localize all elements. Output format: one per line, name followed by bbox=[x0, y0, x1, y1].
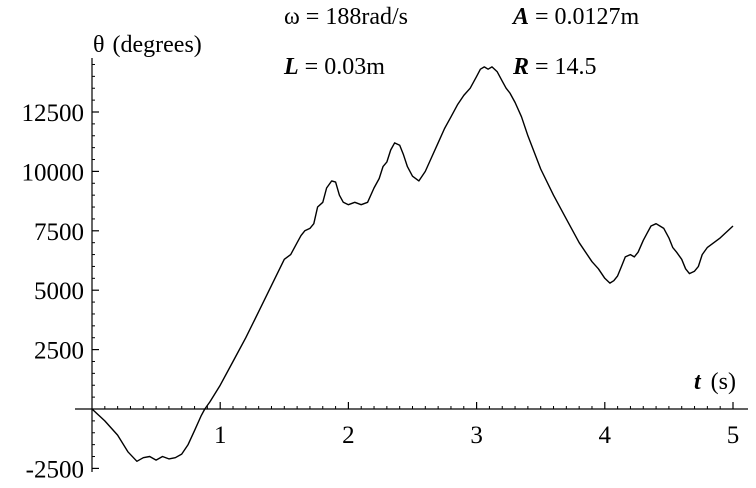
axes bbox=[75, 58, 748, 472]
y-tick-label: 10000 bbox=[22, 159, 85, 186]
y-tick-label: 5000 bbox=[34, 278, 84, 305]
x-tick-label: 1 bbox=[214, 422, 227, 449]
parameter-a-symbol: A bbox=[511, 4, 529, 30]
major-ticks bbox=[92, 111, 734, 469]
series-line bbox=[91, 66, 734, 462]
x-tick-label: 5 bbox=[727, 422, 740, 449]
y-tick-label: 2500 bbox=[34, 338, 84, 365]
y-axis-symbol: θ bbox=[93, 32, 105, 58]
y-tick-label: 12500 bbox=[22, 100, 85, 127]
parameter-r-symbol: R bbox=[512, 54, 529, 80]
parameter-omega: ω = 188rad/s bbox=[284, 4, 408, 30]
parameter-l-value: = 0.03m bbox=[305, 54, 386, 80]
y-tick-label: 7500 bbox=[34, 219, 84, 246]
x-tick-label: 2 bbox=[342, 422, 355, 449]
tick-labels: 1 2 3 4 5 -2500 2500 5000 7500 10000 12500 bbox=[22, 100, 740, 483]
y-tick-label: -2500 bbox=[26, 456, 84, 483]
parameters-box: ω = 188rad/s A = 0.0127m L = 0.03m R = 1… bbox=[283, 4, 640, 80]
parameter-a-value: = 0.0127m bbox=[535, 4, 640, 30]
parameter-r-value: = 14.5 bbox=[535, 54, 597, 80]
minor-ticks bbox=[92, 63, 721, 458]
parameter-l-symbol: L bbox=[283, 54, 299, 80]
parameter-omega-value: = 188rad/s bbox=[306, 4, 408, 30]
parameter-r: R = 14.5 bbox=[512, 54, 597, 80]
x-tick-label: 3 bbox=[470, 422, 483, 449]
y-axis-label: θ (degrees) bbox=[93, 32, 202, 58]
y-axis-unit: (degrees) bbox=[113, 32, 202, 58]
x-axis-label: t (s) bbox=[694, 369, 736, 395]
parameter-omega-symbol: ω bbox=[284, 4, 300, 30]
parameter-a: A = 0.0127m bbox=[511, 4, 640, 30]
x-tick-label: 4 bbox=[599, 422, 612, 449]
parameter-l: L = 0.03m bbox=[283, 54, 385, 80]
x-axis-unit: (s) bbox=[711, 369, 736, 395]
x-axis-symbol: t bbox=[694, 369, 702, 395]
